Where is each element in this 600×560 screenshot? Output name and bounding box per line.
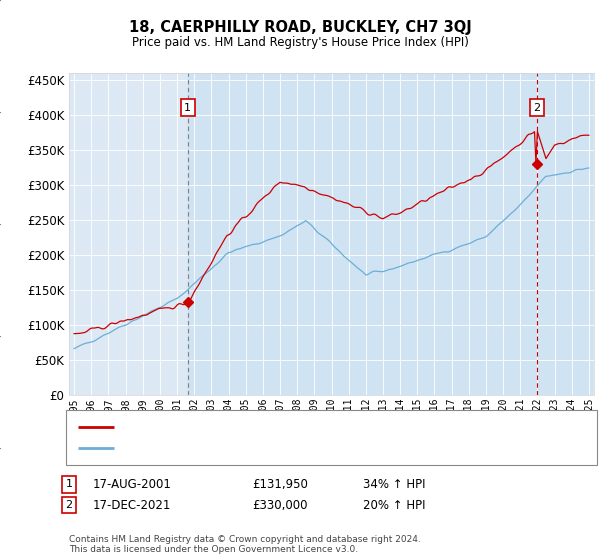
Text: 1: 1: [65, 479, 73, 489]
Text: 1: 1: [184, 103, 191, 113]
Text: Contains HM Land Registry data © Crown copyright and database right 2024.
This d: Contains HM Land Registry data © Crown c…: [69, 535, 421, 554]
Text: 18, CAERPHILLY ROAD, BUCKLEY, CH7 3QJ: 18, CAERPHILLY ROAD, BUCKLEY, CH7 3QJ: [128, 20, 472, 35]
Text: 17-AUG-2001: 17-AUG-2001: [93, 478, 172, 491]
Text: 20% ↑ HPI: 20% ↑ HPI: [363, 498, 425, 512]
Text: 2: 2: [533, 103, 540, 113]
Text: 18, CAERPHILLY ROAD, BUCKLEY, CH7 3QJ (detached house): 18, CAERPHILLY ROAD, BUCKLEY, CH7 3QJ (d…: [118, 422, 431, 432]
Text: 2: 2: [65, 500, 73, 510]
Text: £131,950: £131,950: [252, 478, 308, 491]
Text: Price paid vs. HM Land Registry's House Price Index (HPI): Price paid vs. HM Land Registry's House …: [131, 36, 469, 49]
Text: 17-DEC-2021: 17-DEC-2021: [93, 498, 172, 512]
Bar: [188, 73, 592, 395]
Text: HPI: Average price, detached house, Flintshire: HPI: Average price, detached house, Flin…: [118, 443, 359, 453]
Text: £330,000: £330,000: [252, 498, 308, 512]
Text: 34% ↑ HPI: 34% ↑ HPI: [363, 478, 425, 491]
